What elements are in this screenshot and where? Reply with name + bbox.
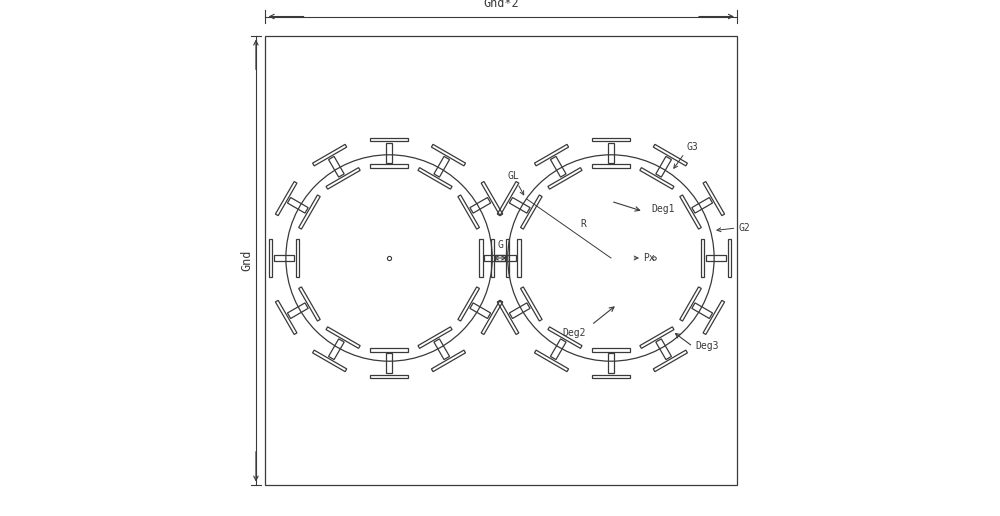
Text: GL: GL [507,171,524,195]
Text: Deg1: Deg1 [651,204,675,214]
Text: G2: G2 [739,223,751,233]
Text: Gnd*2: Gnd*2 [483,0,519,10]
Text: Gnd: Gnd [240,250,253,271]
Text: Px: Px [643,253,655,263]
Text: R: R [581,219,586,229]
Text: Deg3: Deg3 [696,341,719,350]
Text: G: G [497,240,503,250]
Text: Deg2: Deg2 [563,328,586,337]
Text: G3: G3 [686,142,698,152]
